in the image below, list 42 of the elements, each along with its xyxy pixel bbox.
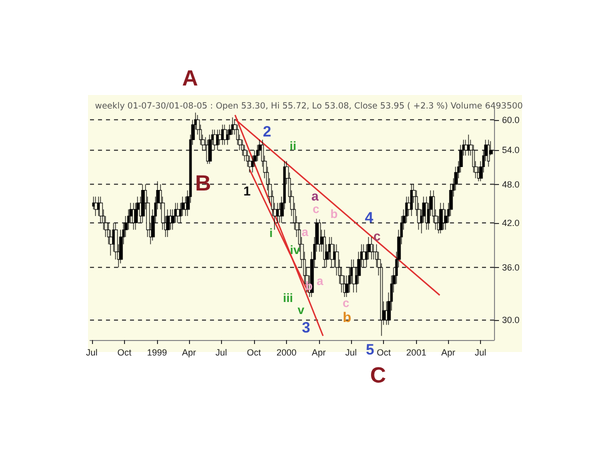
annotation: 2 — [262, 124, 272, 140]
y-tick-label: 42.0 — [502, 218, 520, 228]
chart-title: weekly 01-07-30/01-08-05 : Open 53.30, Hi 55.72, Lo 53.08, Close 53.95 ( +2.3 %) Volume 6493500 — [95, 102, 523, 112]
y-tick-label: 48.0 — [502, 179, 520, 190]
annotation: c — [342, 296, 350, 310]
x-tick-label: Apr — [312, 348, 326, 358]
annotation: B — [195, 170, 211, 196]
annotation: b — [342, 309, 352, 325]
annotation: ii — [290, 139, 296, 153]
text: C — [370, 362, 386, 388]
x-tick-label: Oct — [376, 348, 392, 358]
x-tick-label: 2001 — [406, 348, 426, 358]
annotation: v — [298, 303, 305, 317]
x-tick-label: 1999 — [147, 348, 168, 358]
annotation: a — [316, 274, 324, 288]
annotation: 4 — [364, 210, 374, 226]
y-tick-label: 30.0 — [502, 315, 520, 326]
annotation: c — [312, 202, 320, 216]
x-tick-label: Jul — [215, 348, 227, 358]
annotation: iii — [282, 291, 294, 305]
x-tick-label: 2000 — [276, 348, 297, 358]
y-tick-label: 54.0 — [502, 145, 520, 156]
annotation: i — [269, 226, 273, 240]
annotation: b — [305, 279, 313, 293]
annotation: b — [330, 207, 338, 221]
x-tick-label: Apr — [441, 348, 456, 358]
text: 5 — [366, 342, 374, 358]
annotation: 3 — [302, 320, 310, 336]
annotation: c — [373, 228, 381, 244]
x-tick-label: Jul — [86, 348, 98, 358]
annotation: a — [302, 225, 309, 239]
text: A — [182, 66, 198, 90]
annotation: iv — [290, 243, 300, 257]
x-tick-label: Apr — [182, 348, 196, 358]
annotation: 1 — [243, 184, 251, 198]
x-tick-label: Jul — [345, 348, 357, 358]
annotation: a — [311, 188, 320, 204]
x-tick-label: Jul — [474, 348, 486, 358]
y-tick-label: 60.0 — [502, 114, 520, 125]
y-tick-label: 36.0 — [502, 262, 520, 272]
x-tick-label: Oct — [246, 348, 262, 358]
x-tick-label: Oct — [117, 348, 132, 358]
